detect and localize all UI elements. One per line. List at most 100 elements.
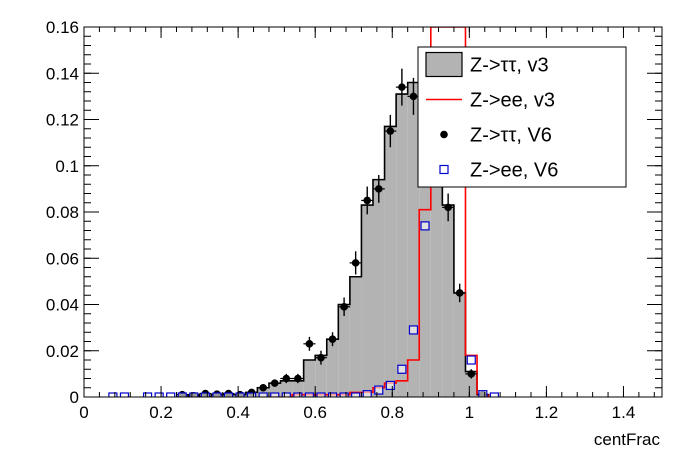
x-tick-label: 1.2 bbox=[535, 403, 559, 422]
ztautau-v6-marker bbox=[374, 185, 383, 193]
ztautau-v3-bar-17 bbox=[373, 179, 385, 397]
zee-v6-marker-32 bbox=[489, 392, 499, 397]
zee-v6-marker-4 bbox=[166, 392, 176, 397]
ztautau-v3-bar-19 bbox=[396, 94, 408, 397]
ztautau-v3-bar-13 bbox=[326, 339, 339, 397]
y-tick-label: 0.1 bbox=[55, 157, 79, 176]
ztautau-v6-point-18 bbox=[384, 114, 397, 148]
zee-v6-marker-10 bbox=[235, 392, 245, 397]
zee-v6-marker-8 bbox=[212, 392, 222, 397]
ztautau-v6-point-15 bbox=[349, 251, 362, 275]
legend-entry-2: Z->ττ, V6 bbox=[440, 125, 552, 147]
zee-v6-marker-22 bbox=[374, 385, 384, 395]
zee-v6-points-group bbox=[108, 221, 499, 397]
zee-v6-marker-16 bbox=[304, 392, 315, 397]
ztautau-v6-marker bbox=[467, 370, 476, 378]
y-tick-label: 0.14 bbox=[46, 64, 79, 83]
y-tick-label: 0.16 bbox=[46, 18, 79, 37]
legend-label: Z->ττ, v3 bbox=[470, 55, 549, 77]
legend-square-swatch bbox=[439, 164, 449, 175]
ztautau-v6-marker bbox=[351, 259, 360, 267]
ztautau-v3-bar-15 bbox=[349, 276, 362, 397]
x-tick-label: 0.6 bbox=[303, 403, 327, 422]
zee-v6-marker-19 bbox=[339, 392, 349, 397]
x-tick-label: 0 bbox=[79, 403, 88, 422]
x-tick-label: 1.4 bbox=[612, 403, 636, 422]
ztautau-v6-point-12 bbox=[314, 350, 327, 365]
ztautau-v3-bar-23 bbox=[442, 205, 454, 397]
ztautau-v6-marker bbox=[398, 83, 406, 91]
ztautau-v6-marker bbox=[305, 340, 314, 348]
ztautau-v6-marker bbox=[270, 379, 279, 387]
axes-group: 0 0.2 0.4 0.6 0.8 1 1.2 1.4 0 0.02 0.04 0.06 0.08 0.1… bbox=[46, 18, 662, 422]
ztautau-v6-point-19 bbox=[395, 68, 408, 106]
zee-v6-marker-0 bbox=[108, 392, 118, 397]
zee-v6-marker-2 bbox=[142, 392, 153, 397]
ztautau-v3-bar-7 bbox=[257, 387, 269, 397]
ztautau-v3-bar-16 bbox=[361, 205, 373, 397]
ztautau-v6-marker bbox=[259, 383, 267, 392]
legend-entry-3: Z->ee, V6 bbox=[439, 160, 558, 182]
ztautau-v3-bar-18 bbox=[384, 126, 397, 397]
x-tick-label: 0.8 bbox=[380, 403, 404, 422]
y-tick-label: 0.06 bbox=[46, 249, 79, 268]
ztautau-v6-point-24 bbox=[453, 283, 466, 303]
zee-v6-marker-25 bbox=[408, 325, 419, 335]
zee-v6-marker-12 bbox=[258, 392, 268, 397]
zee-v6-marker-14 bbox=[281, 392, 291, 397]
ztautau-v3-bar-25 bbox=[465, 371, 478, 397]
zee-v6-marker-24 bbox=[397, 364, 407, 374]
y-tick-label: 0 bbox=[70, 388, 79, 407]
ztautau-v6-point-17 bbox=[372, 175, 385, 203]
ztautau-v3-bar-14 bbox=[338, 304, 350, 397]
y-tick-label: 0.12 bbox=[46, 111, 79, 130]
ztautau-v3-bar-24 bbox=[453, 292, 466, 397]
legend-fill-swatch bbox=[425, 51, 463, 78]
x-axis-label: centFrac bbox=[594, 430, 661, 449]
zee-v6-marker-26 bbox=[420, 221, 430, 231]
ztautau-v6-point-20 bbox=[407, 77, 420, 115]
ztautau-v6-marker bbox=[294, 374, 302, 383]
legend-dot-swatch bbox=[440, 130, 448, 139]
x-tick-label: 0.2 bbox=[149, 403, 173, 422]
ztautau-v3-bar-10 bbox=[292, 380, 304, 397]
zee-v6-marker-3 bbox=[154, 392, 164, 397]
legend-label: Z->ee, v3 bbox=[470, 90, 555, 112]
ztautau-v6-point-16 bbox=[361, 186, 374, 215]
zee-v6-marker-31 bbox=[478, 390, 488, 397]
ztautau-v6-point-14 bbox=[338, 297, 351, 317]
ztautau-v3-bar-11 bbox=[303, 360, 316, 397]
zee-v6-marker-20 bbox=[351, 392, 361, 397]
ztautau-v6-point-13 bbox=[326, 332, 339, 347]
ztautau-v6-marker bbox=[455, 289, 464, 297]
y-tick-label: 0.04 bbox=[46, 296, 79, 315]
ztautau-v3-bar-12 bbox=[315, 355, 327, 397]
ztautau-v6-marker bbox=[328, 335, 337, 343]
zee-v6-marker-21 bbox=[362, 390, 372, 397]
ztautau-v6-marker bbox=[340, 303, 348, 311]
ztautau-v3-bar-8 bbox=[268, 383, 281, 397]
zee-v6-marker-23 bbox=[385, 380, 395, 391]
ztautau-v6-marker bbox=[386, 127, 395, 135]
ztautau-v6-point-7 bbox=[257, 383, 270, 392]
ztautau-v6-point-9 bbox=[280, 373, 293, 384]
legend-entry-1: Z->ee, v3 bbox=[426, 90, 555, 112]
zee-v3-histogram-group bbox=[268, 27, 490, 397]
y-tick-label: 0.02 bbox=[46, 342, 79, 361]
zee-v6-marker-18 bbox=[327, 392, 338, 397]
y-tick-label: 0.08 bbox=[46, 203, 79, 222]
ztautau-v3-bar-21 bbox=[419, 124, 431, 397]
zee-v6-marker-1 bbox=[119, 392, 130, 397]
ztautau-v6-point-11 bbox=[303, 336, 316, 351]
ztautau-v6-marker bbox=[317, 353, 325, 362]
ztautau-v6-marker bbox=[282, 374, 291, 383]
zee-v6-marker-13 bbox=[270, 392, 280, 397]
zee-v6-marker-9 bbox=[223, 392, 234, 397]
zee-v6-marker-30 bbox=[466, 355, 476, 365]
ztautau-v3-bar-20 bbox=[407, 82, 420, 397]
zee-v6-marker-6 bbox=[189, 392, 199, 397]
ztautau-v6-marker bbox=[409, 92, 418, 101]
ztautau-v6-point-10 bbox=[291, 373, 304, 384]
zee-v6-marker-5 bbox=[177, 392, 187, 397]
